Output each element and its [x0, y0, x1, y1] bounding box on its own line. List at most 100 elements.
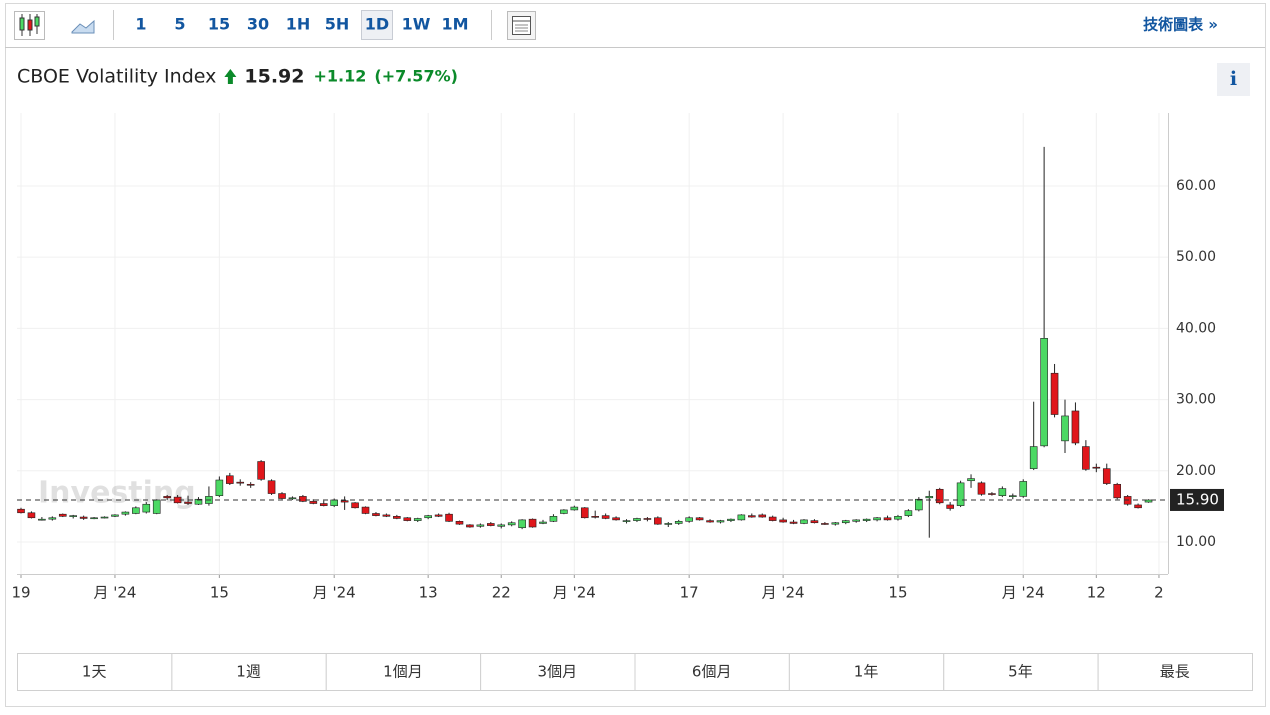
change: +1.12	[313, 67, 366, 86]
interval-button[interactable]: 30	[247, 15, 269, 34]
range-tab-label[interactable]: 5年	[1008, 663, 1033, 681]
candle-body	[69, 515, 77, 517]
x-tick-label: 22	[492, 584, 511, 602]
candle-body	[977, 482, 986, 495]
candle-body	[946, 504, 954, 509]
interval-button[interactable]: 1M	[441, 15, 468, 34]
candle-body	[1134, 504, 1142, 509]
interval-button[interactable]: 1D	[365, 15, 389, 34]
x-tick-label: 13	[419, 584, 438, 602]
info-button[interactable]	[1217, 63, 1250, 96]
range-tab-label[interactable]: 1天	[82, 663, 107, 681]
range-tab-label[interactable]: 1個月	[383, 663, 423, 681]
candle-body	[1082, 446, 1090, 470]
range-tab-label[interactable]: 1週	[236, 663, 261, 681]
range-tab[interactable]	[17, 653, 173, 691]
candle-icon[interactable]	[14, 11, 45, 40]
range-tab[interactable]	[788, 653, 945, 691]
candle-body	[1050, 372, 1059, 415]
range-tab-label[interactable]: 3個月	[538, 663, 578, 681]
range-tab-label[interactable]: 1年	[854, 663, 879, 681]
candle-body	[257, 461, 265, 480]
candle-body	[664, 523, 673, 525]
candle-body	[393, 516, 401, 519]
y-tick-label: 10.00	[1176, 534, 1216, 550]
interval-button[interactable]: 5H	[325, 15, 350, 34]
candle-body	[288, 497, 297, 500]
x-tick-label: 月 '24	[1002, 584, 1045, 602]
candle-body	[184, 501, 192, 504]
candle-body	[518, 519, 526, 529]
candle-body	[549, 516, 558, 522]
candle-body	[862, 518, 871, 521]
candle-body	[330, 499, 339, 506]
candle-body	[841, 520, 850, 524]
candle-body	[434, 514, 443, 517]
candle-body	[852, 519, 861, 522]
candle-body	[758, 514, 767, 518]
range-tab-label[interactable]: 最長	[1160, 663, 1190, 681]
candle-body	[152, 499, 161, 514]
interval-button[interactable]: 1H	[286, 15, 311, 34]
candle-body	[163, 496, 171, 499]
candle-body	[58, 513, 67, 517]
range-tab[interactable]	[1097, 653, 1253, 691]
interval-button[interactable]: 5	[174, 15, 185, 34]
candle-body	[821, 523, 829, 525]
up-arrow	[224, 69, 237, 84]
candle-body	[48, 517, 57, 520]
candle-body	[643, 518, 652, 520]
candle-body	[79, 516, 88, 519]
candle-body	[340, 500, 349, 503]
y-tick-label: 30.00	[1176, 392, 1216, 408]
interval-button[interactable]: 1W	[402, 15, 431, 34]
candle-body	[132, 507, 140, 514]
candle-body	[883, 517, 892, 521]
range-tab[interactable]	[480, 653, 636, 691]
candle-body	[789, 521, 798, 524]
candle-body	[935, 488, 944, 504]
candle-body	[361, 506, 370, 514]
price: 15.92	[244, 66, 304, 88]
last-price-box	[1170, 488, 1224, 511]
x-tick-label: 17	[680, 584, 699, 602]
candle-body	[831, 522, 840, 525]
interval-button[interactable]: 15	[208, 15, 230, 34]
candle-body	[685, 517, 693, 522]
candle-body	[226, 475, 234, 484]
candle-body	[372, 513, 380, 516]
x-tick-label: 月 '24	[553, 584, 596, 602]
x-tick-label: 15	[888, 584, 907, 602]
candle-body	[476, 524, 485, 527]
interval-button[interactable]: 1	[135, 15, 146, 34]
candle-body	[622, 520, 631, 522]
range-tab-label[interactable]: 6個月	[692, 663, 732, 681]
candle-body	[1008, 495, 1017, 497]
candle-body	[716, 520, 725, 523]
candle-body	[904, 510, 913, 516]
candle-body	[90, 517, 98, 520]
candle-body	[111, 514, 119, 517]
candle-body	[768, 516, 777, 521]
x-tick-label: 19	[11, 584, 30, 602]
candle-body	[956, 482, 965, 506]
frame	[5, 3, 1266, 707]
area-icon[interactable]	[71, 19, 95, 34]
candle-body	[737, 514, 746, 521]
y-tick-label: 20.00	[1176, 463, 1216, 479]
range-tab[interactable]	[171, 653, 327, 691]
layout-icon[interactable]	[507, 11, 536, 40]
candle-body	[612, 517, 620, 521]
candle-body	[633, 518, 641, 521]
info-icon[interactable]: i	[1230, 68, 1237, 90]
y-tick-label: 60.00	[1176, 178, 1216, 194]
candle-body	[351, 502, 359, 509]
candle-body	[38, 518, 46, 521]
technical-chart-link[interactable]: 技術圖表 »	[1143, 16, 1218, 34]
candle-body	[674, 521, 683, 524]
candle-body	[779, 519, 787, 523]
candle-body	[27, 512, 36, 519]
instrument-name: CBOE Volatility Index	[17, 66, 216, 88]
candle-body	[988, 493, 996, 495]
